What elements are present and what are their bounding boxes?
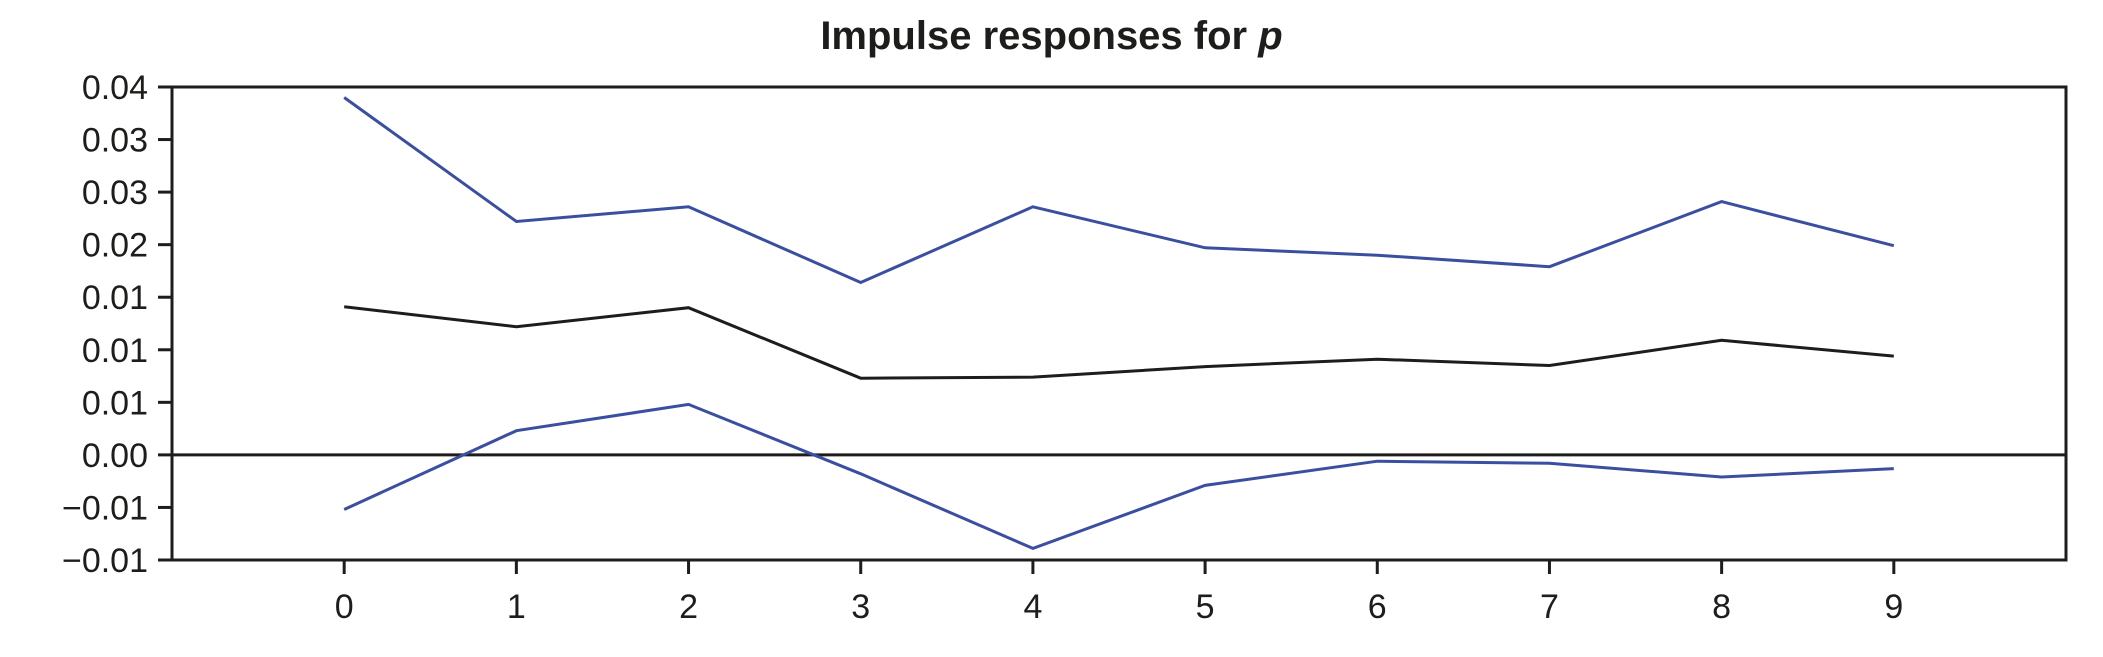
y-tick-label: 0.02	[82, 227, 148, 265]
plot-frame	[170, 85, 2068, 562]
y-axis: −0.01 −0.01 0.00 0.01 0.01 0.01 0.02 0.03 0.03 0.…	[62, 69, 172, 580]
series-line-upper-band	[343, 96, 1895, 285]
x-tick-label: 8	[1712, 588, 1731, 626]
y-tick-label: 0.03	[82, 174, 148, 212]
y-tick-label: 0.00	[82, 437, 148, 475]
x-tick-label: 3	[851, 588, 870, 626]
x-tick-label: 5	[1196, 588, 1215, 626]
x-tick-label: 9	[1884, 588, 1903, 626]
x-axis: 0 1 2 3 4 5 6 7 8 9	[335, 560, 1903, 626]
x-tick-label: 6	[1368, 588, 1387, 626]
chart-title-variable: p	[1258, 14, 1283, 58]
series-line-lower-band	[343, 402, 1894, 551]
y-tick-label: 0.01	[82, 332, 148, 370]
y-tick-label: −0.01	[62, 542, 148, 580]
x-tick-label: 2	[679, 588, 698, 626]
x-tick-label: 7	[1540, 588, 1559, 626]
y-tick-label: 0.04	[82, 69, 148, 107]
x-tick-label: 0	[335, 588, 354, 626]
y-tick-label: −0.01	[62, 489, 148, 527]
chart-title: Impulse responses for p	[0, 14, 2103, 59]
x-tick-label: 4	[1023, 588, 1042, 626]
x-tick-label: 1	[507, 588, 526, 626]
y-tick-label: 0.01	[82, 384, 148, 422]
series-line-response	[344, 305, 1894, 380]
y-tick-label: 0.01	[82, 279, 148, 317]
series-group	[343, 96, 1895, 551]
y-tick-label: 0.03	[82, 122, 148, 160]
chart-title-text: Impulse responses for	[820, 14, 1259, 58]
